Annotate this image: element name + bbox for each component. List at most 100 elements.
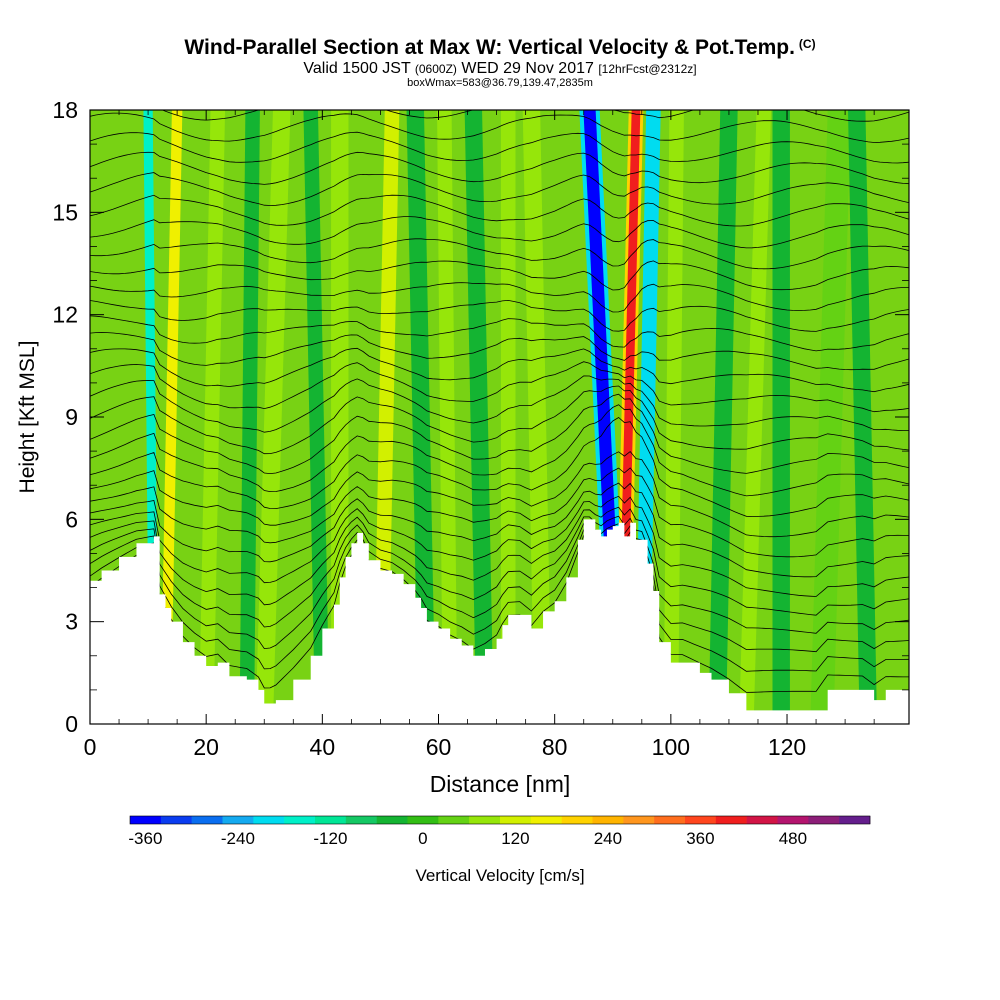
velocity-band xyxy=(464,110,494,724)
colorbar-segment xyxy=(345,816,377,824)
colorbar-tick-label: -360 xyxy=(128,829,162,848)
x-tick-label: 120 xyxy=(768,734,806,760)
colorbar-segment xyxy=(438,816,470,824)
colorbar-tick-label: 360 xyxy=(686,829,714,848)
colorbar-frame xyxy=(129,815,871,825)
velocity-band xyxy=(198,110,226,724)
theta-contour xyxy=(90,495,909,597)
velocity-band xyxy=(160,110,183,724)
colorbar-tick-label: 240 xyxy=(594,829,622,848)
theta-contour xyxy=(90,506,909,616)
theta-contour xyxy=(90,332,909,371)
colorbar-segment xyxy=(746,816,778,824)
chart-subtitle: Valid 1500 JST (0600Z) WED 29 Nov 2017 [… xyxy=(303,60,697,77)
chart-title: Wind-Parallel Section at Max W: Vertical… xyxy=(184,36,816,59)
theta-contour xyxy=(161,110,909,122)
colorbar-segment xyxy=(407,816,439,824)
velocity-band xyxy=(522,110,552,724)
y-tick-label: 3 xyxy=(65,609,78,635)
y-tick-label: 6 xyxy=(65,506,78,532)
velocity-band xyxy=(255,110,291,724)
theta-contour xyxy=(90,112,909,143)
theta-contour xyxy=(90,417,909,517)
colorbar-segment xyxy=(530,816,562,824)
velocity-band xyxy=(739,110,772,724)
theta-contour xyxy=(90,151,909,185)
x-tick-label: 0 xyxy=(84,734,97,760)
terrain-profile xyxy=(90,519,909,724)
colorbar-segment xyxy=(469,816,501,824)
velocity-band xyxy=(708,110,738,724)
theta-contour xyxy=(90,172,909,206)
theta-contour xyxy=(90,74,909,101)
velocity-band xyxy=(500,110,516,724)
y-axis-label: Height [Kft MSL] xyxy=(16,341,39,494)
colorbar-segment xyxy=(253,816,285,824)
colorbar-segment xyxy=(685,816,717,824)
colorbar-segment xyxy=(284,816,316,824)
x-tick-label: 20 xyxy=(193,734,219,760)
theta-contour xyxy=(90,299,909,332)
colorbar-tick-label: -120 xyxy=(313,829,347,848)
theta-contours xyxy=(90,74,909,693)
colorbar-tick-label: 120 xyxy=(501,829,529,848)
colorbar-segment xyxy=(623,816,655,824)
theta-contour xyxy=(90,375,909,433)
x-axis-label: Distance [nm] xyxy=(430,771,571,797)
y-tick-label: 15 xyxy=(52,199,78,225)
theta-contour xyxy=(90,529,909,672)
y-tick-label: 9 xyxy=(65,404,78,430)
y-tick-label: 18 xyxy=(52,97,78,123)
theta-contour xyxy=(90,515,909,634)
colorbar-segment xyxy=(500,816,532,824)
colorbar-tick-label: -240 xyxy=(221,829,255,848)
y-tick-label: 12 xyxy=(52,302,78,328)
theta-contour xyxy=(90,260,909,291)
colorbar-tick-label: 480 xyxy=(779,829,807,848)
x-tick-label: 40 xyxy=(310,734,336,760)
colorbar-segment xyxy=(808,816,840,824)
colorbar-segment xyxy=(561,816,593,824)
colorbar-segment xyxy=(160,816,192,824)
theta-contour xyxy=(90,467,909,558)
x-tick-label: 80 xyxy=(542,734,568,760)
colorbar-label: Vertical Velocity [cm/s] xyxy=(415,866,584,885)
theta-contour xyxy=(90,451,909,538)
theta-contour xyxy=(90,194,909,227)
colorbar: -360 -240 -120 0 120 240 360 480 xyxy=(128,815,871,848)
colorbar-segment xyxy=(222,816,254,824)
colorbar-segment xyxy=(777,816,809,824)
theta-contour xyxy=(90,385,909,455)
theta-contour xyxy=(90,282,909,313)
theta-contour xyxy=(90,404,909,497)
colorbar-segment xyxy=(376,816,408,824)
x-tick-label: 100 xyxy=(652,734,690,760)
colorbar-segment xyxy=(839,816,871,824)
colorbar-segment xyxy=(130,816,162,824)
colorbar-segment xyxy=(592,816,624,824)
theta-contour xyxy=(90,361,909,413)
velocity-band xyxy=(406,110,436,724)
theta-contour xyxy=(90,315,909,352)
colorbar-segment xyxy=(654,816,686,824)
theta-contour xyxy=(90,238,909,270)
theta-contour xyxy=(90,216,909,249)
colorbar-segment xyxy=(191,816,223,824)
theta-contour xyxy=(90,347,909,393)
axis-ticks: 0 20 40 60 80 100 120 0 3 6 9 12 15 18 xyxy=(52,97,909,760)
x-tick-label: 60 xyxy=(426,734,452,760)
velocity-band xyxy=(437,110,458,724)
colorbar-segment xyxy=(315,816,347,824)
velocity-band xyxy=(848,110,878,724)
box-info: boxWmax=583@36.79,139.47,2835m xyxy=(407,77,593,89)
theta-contour xyxy=(90,522,909,653)
theta-contour xyxy=(90,131,909,164)
colorbar-segment xyxy=(715,816,747,824)
colorbar-tick-label: 0 xyxy=(418,829,427,848)
theta-contour xyxy=(90,482,909,578)
velocity-band xyxy=(239,110,260,724)
theta-contour xyxy=(90,393,909,475)
y-tick-label: 0 xyxy=(65,711,78,737)
velocity-band xyxy=(303,110,330,724)
